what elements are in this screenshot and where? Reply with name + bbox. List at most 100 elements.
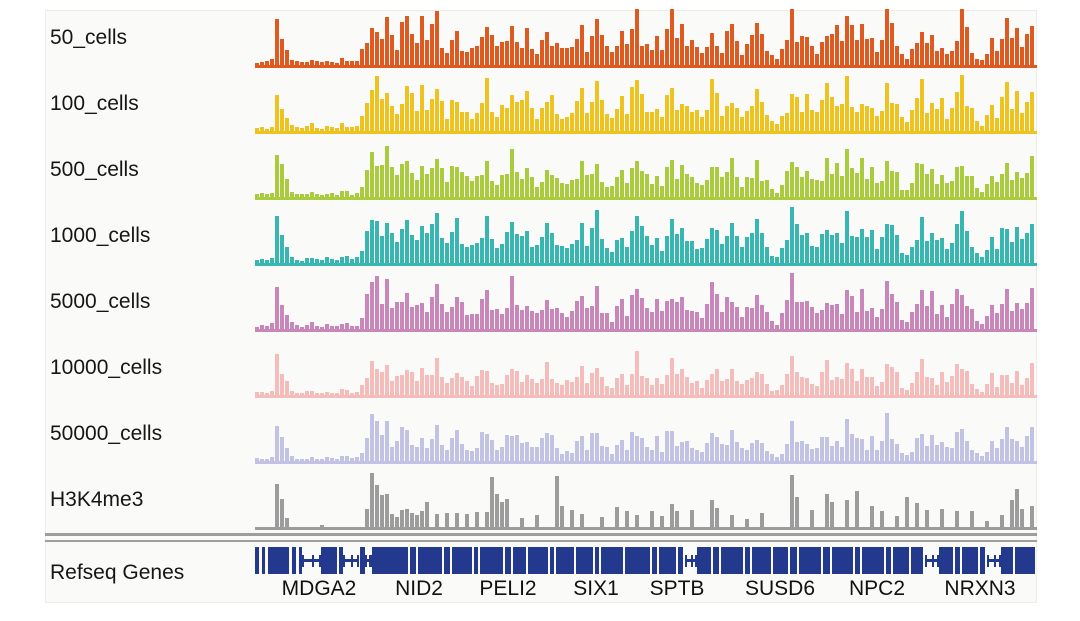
bar xyxy=(355,326,359,329)
bar xyxy=(275,155,279,197)
bar xyxy=(285,381,289,395)
bar xyxy=(310,60,314,65)
bar xyxy=(920,217,924,263)
gene-exon-box xyxy=(452,547,472,574)
bar xyxy=(380,435,384,461)
bar xyxy=(605,447,609,461)
bar xyxy=(395,175,399,197)
bar xyxy=(935,385,939,395)
bar xyxy=(810,307,814,329)
bar xyxy=(885,161,889,197)
bar xyxy=(880,181,884,197)
bar xyxy=(980,126,984,131)
gene-intron-tick xyxy=(987,555,989,567)
bar xyxy=(495,185,499,197)
bar xyxy=(425,233,429,263)
bar xyxy=(585,113,589,131)
bar xyxy=(725,445,729,461)
bar xyxy=(790,475,794,527)
gene-exon-box xyxy=(652,547,657,574)
bar xyxy=(505,108,509,131)
bar xyxy=(540,310,544,329)
bar xyxy=(595,368,599,395)
bar xyxy=(950,448,954,461)
bar xyxy=(345,456,349,461)
bar xyxy=(915,438,919,461)
bar xyxy=(460,51,464,65)
bar xyxy=(865,179,869,197)
bar xyxy=(430,297,434,329)
bar xyxy=(755,219,759,263)
bar xyxy=(550,379,554,395)
bar xyxy=(465,176,469,197)
bar xyxy=(500,384,504,395)
bar xyxy=(545,102,549,131)
bar xyxy=(280,164,284,197)
bar xyxy=(785,171,789,197)
bar xyxy=(755,372,759,395)
bar xyxy=(570,510,574,527)
bar xyxy=(830,502,834,527)
bar xyxy=(935,184,939,197)
bar xyxy=(695,312,699,329)
bar xyxy=(735,177,739,197)
bar xyxy=(870,506,874,527)
gene-exon-box xyxy=(745,547,750,574)
bar xyxy=(535,54,539,65)
bar xyxy=(870,308,874,329)
bar xyxy=(1030,26,1034,65)
gene-exon-box xyxy=(474,547,478,574)
bar xyxy=(415,447,419,461)
bar xyxy=(365,170,369,197)
bar xyxy=(820,42,824,65)
bar xyxy=(1010,500,1014,527)
bar xyxy=(710,228,714,263)
bar xyxy=(655,436,659,461)
bar xyxy=(670,9,674,65)
bar xyxy=(990,38,994,65)
bar xyxy=(345,191,349,197)
bar xyxy=(1025,233,1029,263)
bar xyxy=(980,392,984,395)
bar xyxy=(660,251,664,263)
bar xyxy=(750,35,754,65)
bar xyxy=(315,128,319,131)
bar xyxy=(920,290,924,329)
bar xyxy=(1010,38,1014,65)
bar xyxy=(935,314,939,329)
bar xyxy=(305,62,309,65)
bar xyxy=(605,386,609,395)
bar xyxy=(660,117,664,131)
bar xyxy=(960,369,964,395)
bar xyxy=(485,216,489,263)
bar xyxy=(870,377,874,395)
bar xyxy=(785,40,789,65)
bar xyxy=(650,312,654,329)
bar xyxy=(760,513,764,527)
bar xyxy=(755,89,759,131)
bar xyxy=(610,252,614,263)
bar xyxy=(265,194,269,197)
bar xyxy=(330,458,334,461)
bar xyxy=(1020,47,1024,65)
bar xyxy=(450,166,454,197)
bar xyxy=(740,448,744,461)
bar xyxy=(285,50,289,65)
bar xyxy=(945,447,949,461)
coverage-bars-500_cells xyxy=(255,141,1035,197)
bar xyxy=(535,187,539,197)
bar xyxy=(985,452,989,461)
bar xyxy=(410,235,414,263)
track-label-500_cells: 500_cells xyxy=(50,158,139,181)
bar xyxy=(900,54,904,65)
bar xyxy=(540,40,544,65)
bar xyxy=(325,257,329,263)
bar xyxy=(460,444,464,461)
bar xyxy=(560,119,564,131)
bar xyxy=(355,257,359,263)
bar xyxy=(350,326,354,329)
bar xyxy=(585,246,589,263)
bar xyxy=(565,248,569,263)
bar xyxy=(745,111,749,131)
